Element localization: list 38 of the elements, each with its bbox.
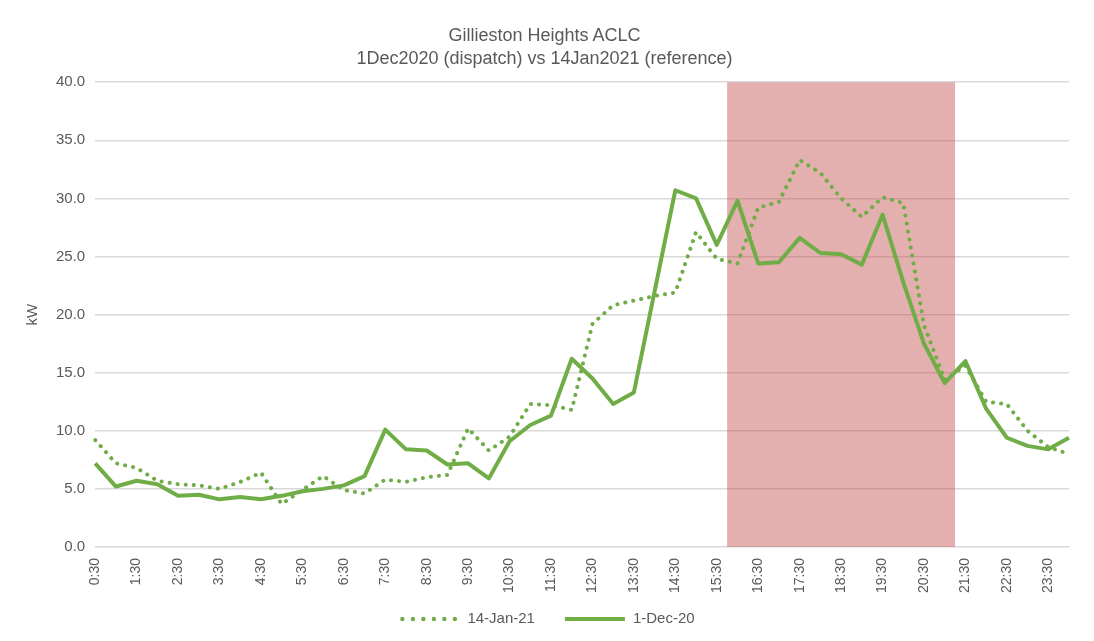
x-tick-label: 5:30 [293, 557, 310, 586]
y-tick-label: 35.0 [55, 130, 86, 148]
x-tick-label: 11:30 [541, 557, 558, 592]
legend-label: 1-Dec-20 [632, 609, 695, 627]
x-tick-label: 9:30 [459, 557, 475, 586]
x-tick-label: 18:30 [831, 557, 848, 594]
y-tick-label: 0.0 [64, 537, 86, 555]
x-tick-label: 23:30 [1039, 557, 1056, 594]
y-axis-title: kW [23, 302, 41, 326]
chart-title: Gillieston Heights ACLC [448, 24, 641, 45]
x-tick-label: 19:30 [873, 557, 890, 594]
x-tick-label: 20:30 [914, 557, 931, 594]
y-tick-label: 25.0 [55, 246, 86, 264]
x-tick-label: 6:30 [334, 557, 351, 586]
chart-subtitle: 1Dec2020 (dispatch) vs 14Jan2021 (reference) [356, 48, 733, 69]
x-tick-label: 22:30 [997, 557, 1014, 594]
x-tick-label: 10:30 [500, 557, 517, 594]
x-tick-label: 0:30 [86, 557, 103, 586]
x-tick-label: 4:30 [251, 557, 268, 586]
x-tick-label: 12:30 [583, 557, 600, 594]
x-tick-label: 21:30 [956, 557, 973, 594]
x-tick-label: 1:30 [127, 557, 144, 586]
y-tick-label: 30.0 [55, 188, 86, 206]
x-tick-label: 15:30 [707, 557, 724, 594]
x-tick-label: 8:30 [417, 557, 434, 586]
y-tick-label: 20.0 [55, 304, 86, 322]
x-tick-label: 7:30 [376, 557, 393, 586]
x-tick-label: 14:30 [666, 557, 683, 594]
x-tick-label: 2:30 [168, 557, 185, 586]
y-tick-label: 40.0 [55, 72, 86, 90]
x-tick-label: 13:30 [624, 557, 641, 594]
x-tick-label: 3:30 [210, 557, 227, 586]
y-tick-label: 5.0 [64, 479, 86, 497]
x-tick-label: 16:30 [749, 557, 766, 594]
legend-label: 14-Jan-21 [467, 609, 535, 627]
y-tick-label: 15.0 [55, 362, 86, 380]
y-tick-label: 10.0 [55, 420, 86, 438]
x-tick-label: 17:30 [790, 557, 807, 594]
